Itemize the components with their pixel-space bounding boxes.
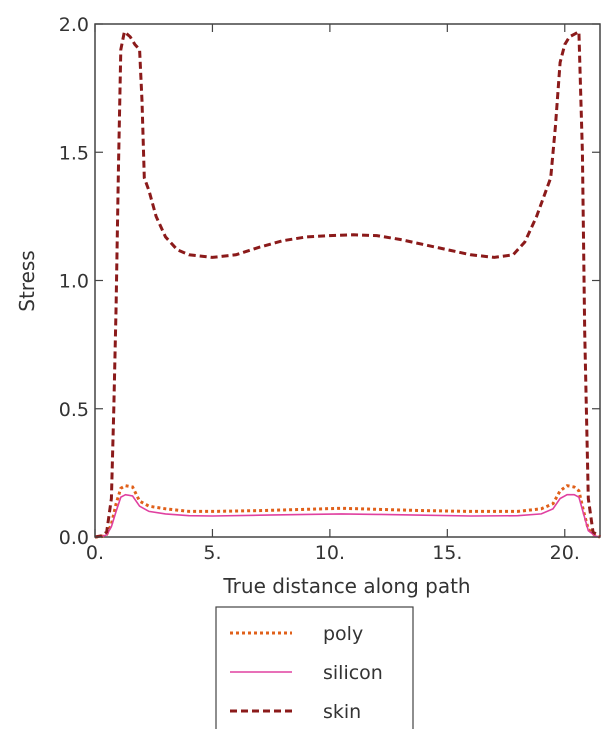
- x-axis-title: True distance along path: [222, 574, 470, 598]
- legend-label-poly: poly: [323, 623, 363, 645]
- x-tick-label: 5.: [203, 542, 221, 564]
- series-line-skin: [94, 28, 601, 539]
- series-line-silicon: [94, 493, 601, 538]
- x-tick-label: 20.: [550, 542, 580, 564]
- series-layer: [94, 28, 601, 539]
- x-tick-label: 0.: [86, 542, 104, 564]
- tick-labels: 0. 5. 10. 15. 20. 0.0 0.5 1.0 1.5 2.0: [59, 14, 580, 564]
- y-tick-label: 2.0: [59, 14, 89, 36]
- y-axis-title: Stress: [15, 250, 39, 311]
- y-tick-label: 0.5: [59, 399, 89, 421]
- x-tick-label: 15.: [432, 542, 462, 564]
- legend-box: [215, 606, 414, 729]
- series-line-poly: [94, 484, 601, 539]
- legend: poly silicon skin: [215, 606, 414, 729]
- legend-label-silicon: silicon: [323, 662, 383, 684]
- y-tick-label: 1.0: [59, 271, 89, 293]
- y-tick-label: 1.5: [59, 142, 89, 164]
- plot-area: [94, 23, 601, 538]
- x-tick-label: 10.: [315, 542, 345, 564]
- ticks-layer: [94, 23, 600, 538]
- y-tick-label: 0.0: [59, 527, 89, 549]
- legend-label-skin: skin: [323, 701, 361, 723]
